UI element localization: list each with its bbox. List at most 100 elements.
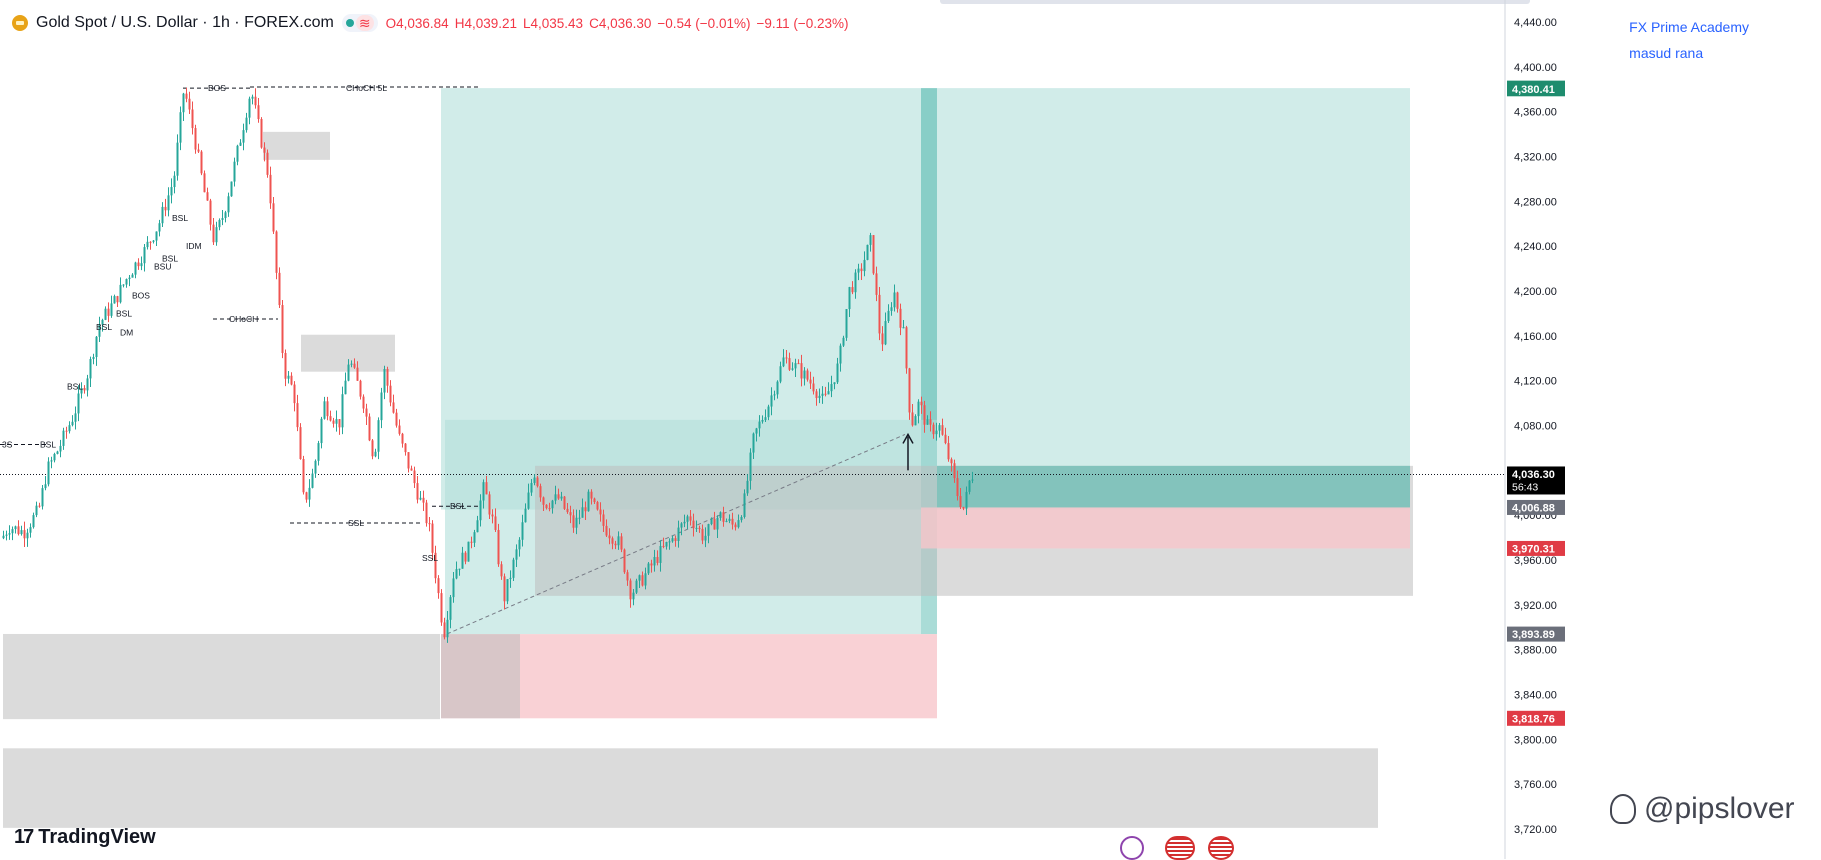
annotation-label: BSL <box>450 501 466 511</box>
y-tick-label: 4,280.00 <box>1514 196 1557 208</box>
candle-body <box>269 174 272 204</box>
candle-body <box>791 368 794 370</box>
candle-body <box>77 393 80 414</box>
candle-body <box>971 479 974 481</box>
candle-body <box>824 393 827 395</box>
annotation-label: SSL <box>348 518 364 528</box>
candle-body <box>941 425 944 435</box>
lightning-event-icon[interactable] <box>1120 836 1144 860</box>
candle-body <box>761 420 764 422</box>
candle-body <box>239 142 242 146</box>
candle-body <box>281 305 284 353</box>
candle-body <box>104 308 107 320</box>
candle-body <box>776 381 779 395</box>
candle-body <box>284 352 287 379</box>
candle-body <box>83 387 86 391</box>
candle-body <box>173 175 176 188</box>
candle-body <box>200 151 203 174</box>
y-tick-label: 3,800.00 <box>1514 734 1557 746</box>
y-tick-label: 4,400.00 <box>1514 62 1557 74</box>
candle-body <box>338 419 341 428</box>
y-tick-label: 3,760.00 <box>1514 779 1557 791</box>
candle-body <box>128 277 131 280</box>
candle-body <box>686 516 689 522</box>
candle-body <box>191 109 194 129</box>
candle-body <box>608 535 611 539</box>
candle-body <box>593 498 596 503</box>
candle-body <box>536 477 539 487</box>
candle-body <box>614 543 617 546</box>
candle-body <box>350 363 353 365</box>
annotation-label: IDM <box>186 241 202 251</box>
candle-body <box>209 200 212 225</box>
y-tick-label: 4,200.00 <box>1514 286 1557 298</box>
candle-body <box>479 500 482 521</box>
candle-body <box>461 552 464 569</box>
candle-body <box>311 473 314 488</box>
candle-body <box>371 440 374 457</box>
candle-body <box>647 563 650 574</box>
price-label: 3,818.76 <box>1512 713 1555 725</box>
candle-body <box>539 486 542 498</box>
candle-body <box>485 482 488 495</box>
candle-body <box>731 518 734 525</box>
candle-body <box>821 393 824 396</box>
candle-body <box>26 532 29 539</box>
candle-body <box>161 206 164 224</box>
candle-body <box>554 494 557 501</box>
price-label-box <box>1507 81 1565 97</box>
candle-body <box>734 524 737 528</box>
candle-body <box>8 533 11 535</box>
candle-body <box>38 505 41 507</box>
market-status-pill[interactable]: ≋ <box>341 14 378 32</box>
candle-body <box>467 541 470 562</box>
tradingview-logo[interactable]: 17 TradingView <box>14 826 156 849</box>
change-value-2: −9.11 (−0.23%) <box>756 15 849 31</box>
candle-body <box>740 516 743 521</box>
candle-body <box>248 98 251 118</box>
candle-body <box>242 130 245 143</box>
top-scroll-handle[interactable] <box>940 0 1530 4</box>
candle-body <box>911 412 914 426</box>
candle-body <box>920 401 923 406</box>
us-flag-event-icon[interactable] <box>1165 836 1195 860</box>
annotation-label: BSL <box>40 440 56 450</box>
candle-body <box>785 357 788 359</box>
candle-body <box>356 367 359 381</box>
us-flag-event-icon-2[interactable] <box>1208 836 1234 860</box>
candle-body <box>5 534 8 536</box>
candle-body <box>566 508 569 513</box>
candle-body <box>878 294 881 334</box>
candle-body <box>257 105 260 120</box>
symbol-title[interactable]: Gold Spot / U.S. Dollar · 1h · FOREX.com <box>36 14 334 31</box>
candle-body <box>854 272 857 293</box>
y-tick-label: 4,120.00 <box>1514 376 1557 388</box>
candle-body <box>224 212 227 219</box>
candle-body <box>560 496 563 499</box>
candle-body <box>635 580 638 593</box>
candle-body <box>494 516 497 530</box>
y-tick-label: 4,160.00 <box>1514 331 1557 343</box>
candle-body <box>146 241 149 248</box>
candle-body <box>833 382 836 385</box>
candle-body <box>620 536 623 550</box>
candle-body <box>446 619 449 638</box>
candle-body <box>413 470 416 484</box>
candle-body <box>683 521 686 524</box>
candle-body <box>605 525 608 536</box>
candle-body <box>680 523 683 528</box>
candle-body <box>749 452 752 481</box>
candle-body <box>23 530 26 539</box>
candle-body <box>809 379 812 384</box>
candle-body <box>287 375 290 379</box>
candle-body <box>29 527 32 533</box>
candle-body <box>320 418 323 444</box>
zone-gray-8 <box>3 633 440 720</box>
candle-body <box>881 333 884 345</box>
candle-body <box>278 272 281 306</box>
candle-body <box>185 93 188 99</box>
tradingview-logo-text: TradingView <box>38 826 156 848</box>
candle-body <box>422 497 425 503</box>
